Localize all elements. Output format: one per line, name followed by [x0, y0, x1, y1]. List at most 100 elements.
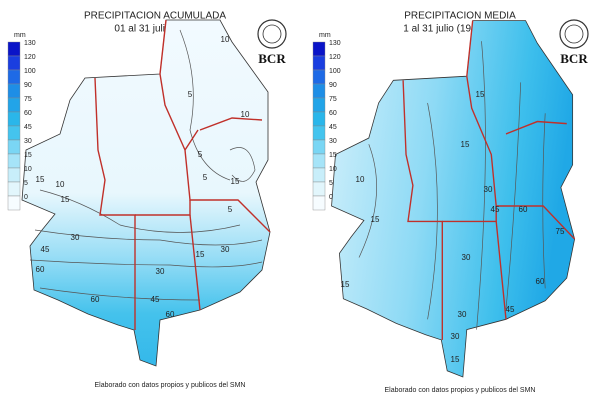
contour-label: 30 — [451, 332, 460, 341]
footer: Elaborado con datos propios y publicos d… — [95, 382, 246, 389]
legend-swatch — [312, 167, 326, 183]
legend-unit: mm — [14, 32, 26, 39]
contour-label: 15 — [61, 195, 70, 204]
legend-label: 5 — [329, 180, 333, 187]
logo: BCR — [559, 19, 589, 66]
contour-label: 75 — [556, 227, 565, 236]
legend-swatch — [312, 55, 326, 71]
map-subtitle: 01 al 31 julio 2020 — [114, 24, 196, 35]
legend-swatch — [312, 195, 326, 211]
legend-swatch — [312, 97, 326, 113]
contour-label: 15 — [451, 355, 460, 364]
contour-label: 45 — [151, 295, 160, 304]
legend-unit: mm — [319, 32, 331, 39]
contour-label: 45 — [506, 305, 515, 314]
map-area — [331, 20, 576, 378]
contour-label: 30 — [71, 233, 80, 242]
contour-label: 45 — [491, 205, 500, 214]
legend-swatch — [7, 181, 21, 197]
panel: PRECIPITACION ACUMULADA 01 al 31 julio 2… — [7, 11, 287, 389]
logo-text: BCR — [560, 51, 588, 66]
contour-label: 30 — [458, 310, 467, 319]
contour-label: 45 — [41, 245, 50, 254]
legend-swatch — [312, 69, 326, 85]
contour-label: 15 — [371, 215, 380, 224]
contour-label: 60 — [36, 265, 45, 274]
contour-label: 15 — [341, 280, 350, 289]
map-subtitle: 1 al 31 julio (1988 - 2018) — [403, 24, 516, 35]
logo-text: BCR — [258, 51, 286, 66]
borders — [94, 19, 271, 330]
contour-label: 10 — [356, 175, 365, 184]
contour-label: 5 — [203, 173, 208, 182]
contour-label: 15 — [36, 175, 45, 184]
legend-label: 10 — [24, 166, 32, 173]
contour-label: 60 — [91, 295, 100, 304]
legend-swatch — [7, 153, 21, 169]
legend-label: 100 — [329, 68, 341, 75]
legend-label: 120 — [329, 54, 341, 61]
legend-swatch — [312, 125, 326, 141]
legend-label: 0 — [24, 194, 28, 201]
legend-label: 15 — [329, 152, 337, 159]
legend-swatch — [7, 55, 21, 71]
legend-label: 30 — [24, 138, 32, 145]
contour-label: 10 — [221, 35, 230, 44]
contour-label: 30 — [156, 267, 165, 276]
legend-swatch — [7, 167, 21, 183]
contour-label: 15 — [196, 250, 205, 259]
legend-swatch — [312, 41, 326, 57]
legend-label: 0 — [329, 194, 333, 201]
legend-swatch — [7, 125, 21, 141]
contour-label: 5 — [198, 150, 203, 159]
map-title: PRECIPITACION ACUMULADA — [84, 11, 226, 22]
contour-label: 60 — [536, 277, 545, 286]
legend-swatch — [7, 41, 21, 57]
legend-label: 45 — [329, 124, 337, 131]
legend-label: 90 — [329, 82, 337, 89]
contour-label: 5 — [188, 90, 193, 99]
contour-label: 30 — [462, 253, 471, 262]
legend-label: 5 — [24, 180, 28, 187]
contour-label: 30 — [484, 185, 493, 194]
legend-swatch — [7, 139, 21, 155]
legend-swatch — [7, 111, 21, 127]
contour-label: 30 — [221, 245, 230, 254]
legend-swatch — [312, 181, 326, 197]
footer: Elaborado con datos propios y publicos d… — [385, 387, 536, 394]
contour-label: 15 — [476, 90, 485, 99]
contour-label: 10 — [56, 180, 65, 189]
contour-label: 60 — [166, 310, 175, 319]
map-title: PRECIPITACION MEDIA — [404, 11, 516, 22]
legend-swatch — [312, 153, 326, 169]
legend-swatch — [7, 83, 21, 99]
legend-swatch — [312, 111, 326, 127]
panel: PRECIPITACION MEDIA 1 al 31 julio (1988 … — [312, 11, 589, 394]
logo: BCR — [257, 19, 287, 66]
legend-label: 60 — [329, 110, 337, 117]
contour-label: 15 — [461, 140, 470, 149]
legend-label: 75 — [24, 96, 32, 103]
legend-label: 100 — [24, 68, 36, 75]
contour-label: 10 — [241, 110, 250, 119]
legend-label: 75 — [329, 96, 337, 103]
legend-label: 15 — [24, 152, 32, 159]
map-area — [21, 19, 271, 367]
legend-label: 10 — [329, 166, 337, 173]
contour-label: 15 — [231, 177, 240, 186]
legend-label: 60 — [24, 110, 32, 117]
legend-label: 130 — [329, 40, 341, 47]
legend-label: 90 — [24, 82, 32, 89]
contour-label: 60 — [519, 205, 528, 214]
legend-label: 130 — [24, 40, 36, 47]
legend-label: 30 — [329, 138, 337, 145]
contour-label: 5 — [228, 205, 233, 214]
legend-swatch — [312, 83, 326, 99]
legend-swatch — [7, 97, 21, 113]
legend-swatch — [7, 195, 21, 211]
legend-swatch — [7, 69, 21, 85]
legend-label: 120 — [24, 54, 36, 61]
contours — [29, 29, 263, 301]
legend-label: 45 — [24, 124, 32, 131]
